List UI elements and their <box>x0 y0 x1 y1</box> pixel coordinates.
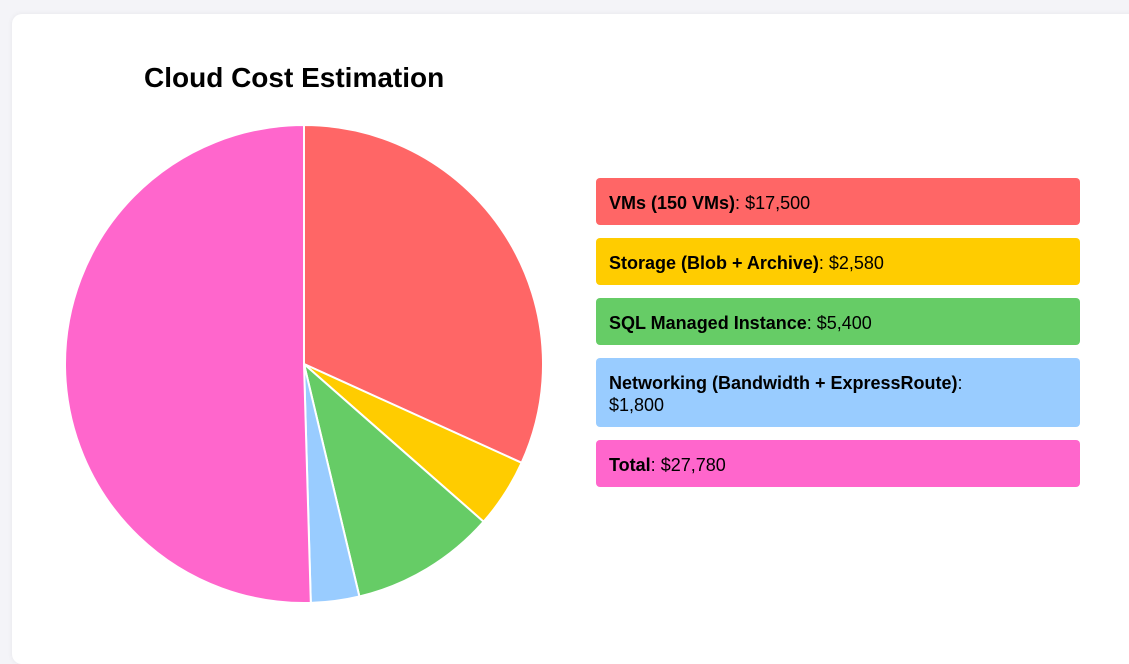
legend-value: $2,580 <box>829 253 884 273</box>
legend-value: $17,500 <box>745 193 810 213</box>
legend-label: Networking (Bandwidth + ExpressRoute) <box>609 373 958 393</box>
legend-label: Total <box>609 455 651 475</box>
legend-item-vms: VMs (150 VMs): $17,500 <box>596 178 1080 225</box>
legend-value: $1,800 <box>609 395 664 415</box>
legend-item-sql: SQL Managed Instance: $5,400 <box>596 298 1080 345</box>
legend-item-networking: Networking (Bandwidth + ExpressRoute): $… <box>596 358 1080 427</box>
legend-value: $5,400 <box>817 313 872 333</box>
pie-slice-4 <box>65 125 311 603</box>
legend-label: Storage (Blob + Archive) <box>609 253 819 273</box>
legend: VMs (150 VMs): $17,500 Storage (Blob + A… <box>596 178 1080 500</box>
legend-item-total: Total: $27,780 <box>596 440 1080 487</box>
legend-item-storage: Storage (Blob + Archive): $2,580 <box>596 238 1080 285</box>
legend-label: VMs (150 VMs) <box>609 193 735 213</box>
legend-label: SQL Managed Instance <box>609 313 807 333</box>
legend-value: $27,780 <box>661 455 726 475</box>
